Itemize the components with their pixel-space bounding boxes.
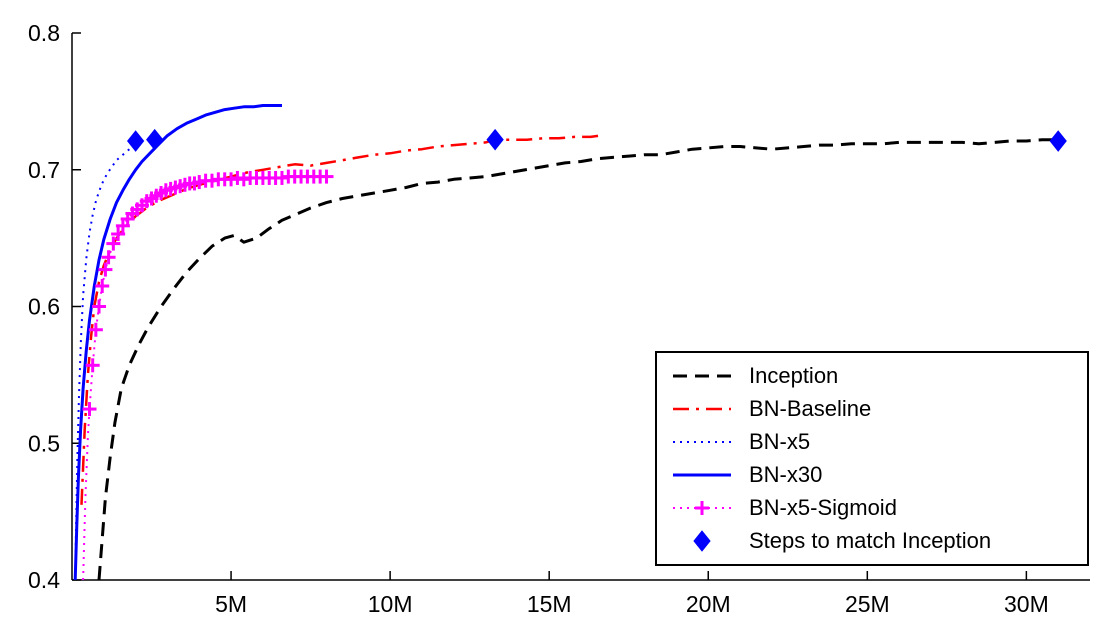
legend-sample-bn-x30 <box>673 473 731 477</box>
diamond-marker-icon <box>126 130 145 152</box>
x-tick-label: 5M <box>215 591 247 617</box>
legend-sample-bn-baseline <box>673 407 731 410</box>
legend-item-bn-baseline: BN-Baseline <box>671 393 1077 424</box>
legend-sample-steps-to-match-inception <box>693 530 711 553</box>
diamond-marker-icon <box>693 530 711 553</box>
x-tick-label: 25M <box>845 591 890 617</box>
legend-item-bn-x5-sigmoid: BN-x5-Sigmoid <box>671 493 1077 524</box>
legend-label: BN-x30 <box>749 462 823 488</box>
legend-label: BN-Baseline <box>749 395 872 421</box>
series-line-inception <box>97 138 1059 581</box>
y-tick-label: 0.4 <box>28 567 60 593</box>
diamond-marker-icon <box>486 128 504 151</box>
legend-item-inception: Inception <box>671 360 1077 391</box>
series-bn-x5-sigmoid <box>82 169 334 581</box>
y-tick-label: 0.6 <box>28 294 60 320</box>
x-tick-label: 15M <box>527 591 572 617</box>
legend-sample-bn-x5-sigmoid <box>673 501 731 516</box>
y-tick-label: 0.8 <box>28 20 60 46</box>
series-inception <box>97 138 1059 581</box>
legend-label: Steps to match Inception <box>749 528 992 554</box>
legend-item-bn-x30: BN-x30 <box>671 460 1077 491</box>
legend-label: BN-x5-Sigmoid <box>749 495 897 521</box>
series-steps-to-match-inception <box>126 128 1067 152</box>
y-tick-label: 0.7 <box>28 157 60 183</box>
x-tick-label: 10M <box>368 591 413 617</box>
series-line-bn-x30 <box>73 104 282 581</box>
legend-sample-bn-x5 <box>673 440 731 443</box>
legend-item-bn-x5: BN-x5 <box>671 426 1077 457</box>
legend-label: BN-x5 <box>749 428 811 454</box>
x-tick-label: 20M <box>686 591 731 617</box>
legend-label: Inception <box>749 362 839 388</box>
series-bn-x30 <box>73 104 282 581</box>
legend: Inception BN-Baseline BN-x5 BN-x30 BN-x5-Sig… <box>655 351 1089 566</box>
x-tick-label: 30M <box>1004 591 1049 617</box>
y-tick-label: 0.5 <box>28 430 60 456</box>
diamond-marker-icon <box>146 128 164 151</box>
legend-sample-inception <box>673 374 731 378</box>
diamond-marker-icon <box>1049 130 1067 152</box>
legend-item-steps-to-match-inception: Steps to match Inception <box>671 526 1077 557</box>
